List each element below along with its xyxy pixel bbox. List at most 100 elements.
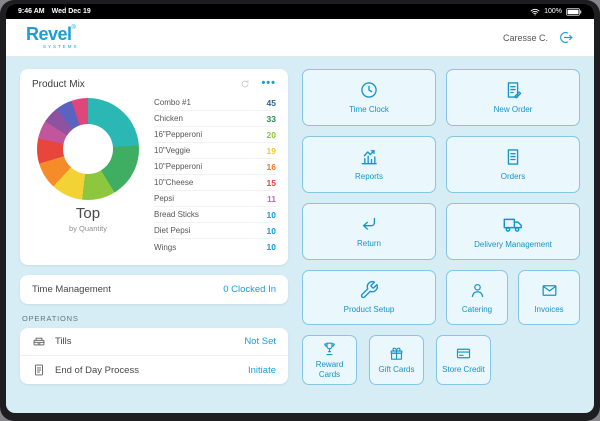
item-value: 16 <box>266 161 276 172</box>
wifi-icon <box>530 7 540 17</box>
product-mix-list: Combo #1 45 Chicken 33 16"Pepperoni 20 10"V… <box>154 95 276 255</box>
item-label: Diet Pepsi <box>154 226 191 235</box>
invoices-button[interactable]: Invoices <box>518 270 580 325</box>
product-mix-chart-area: Top by Quantity <box>28 95 148 255</box>
button-label: Catering <box>461 304 493 314</box>
registered-mark: ® <box>71 25 76 32</box>
list-item: 16"Pepperoni 20 <box>154 127 276 143</box>
item-label: Bread Sticks <box>154 210 199 219</box>
product-mix-body: Top by Quantity Combo #1 45 Chicken 33 16"… <box>20 93 288 265</box>
gift-icon <box>388 345 405 362</box>
battery-icon <box>566 7 582 16</box>
product-mix-card: Product Mix ••• Top by Quantity <box>20 69 288 265</box>
end-of-day-label: End of Day Process <box>55 364 139 376</box>
logout-icon[interactable] <box>557 29 574 46</box>
tills-action[interactable]: Not Set <box>244 336 276 347</box>
list-item: Pepsi 11 <box>154 191 276 207</box>
quick-actions-panel: Time Clock New Order Reports <box>302 69 580 401</box>
item-label: 10"Pepperoni <box>154 162 203 171</box>
orders-button[interactable]: Orders <box>446 136 580 193</box>
envelope-icon <box>540 281 559 300</box>
chart-center-title: Top <box>75 205 101 222</box>
credit-card-icon <box>455 345 472 362</box>
actions-row-2: Reports Orders <box>302 136 580 193</box>
actions-row-3: Return Delivery Management <box>302 203 580 260</box>
item-label: 10"Cheese <box>154 178 194 187</box>
end-of-day-row[interactable]: End of Day Process Initiate <box>20 356 288 384</box>
return-button[interactable]: Return <box>302 203 436 260</box>
list-item: Wings 10 <box>154 239 276 255</box>
list-item: Chicken 33 <box>154 111 276 127</box>
end-of-day-action[interactable]: Initiate <box>248 364 276 376</box>
actions-row-4: Product Setup Catering Invoices <box>302 270 580 325</box>
new-order-button[interactable]: New Order <box>446 69 580 126</box>
button-label: Orders <box>500 172 526 182</box>
app-header: Revel® SYSTEMS Caresse C. <box>6 19 594 57</box>
bar-chart-icon <box>359 147 379 167</box>
list-item: Diet Pepsi 10 <box>154 223 276 239</box>
more-options-icon[interactable]: ••• <box>261 77 276 90</box>
truck-icon <box>502 213 524 235</box>
operations-section-title: OPERATIONS <box>22 314 79 323</box>
item-label: Chicken <box>154 114 183 123</box>
actions-row-5: Reward Cards Gift Cards Store Credit <box>302 335 580 385</box>
document-icon <box>32 363 46 377</box>
list-item: 10"Pepperoni 16 <box>154 159 276 175</box>
delivery-management-button[interactable]: Delivery Management <box>446 203 580 260</box>
button-label: Store Credit <box>442 365 485 375</box>
tills-row[interactable]: Tills Not Set <box>20 328 288 356</box>
item-value: 33 <box>266 113 276 124</box>
button-label: Time Clock <box>349 105 389 115</box>
item-value: 15 <box>266 177 276 188</box>
status-datetime: 9:46 AM Wed Dec 19 <box>18 8 98 15</box>
item-value: 19 <box>266 145 276 156</box>
clocked-in-status: 0 Clocked In <box>223 284 276 295</box>
item-value: 11 <box>267 193 276 204</box>
header-user-area: Caresse C. <box>503 29 574 46</box>
list-item: Bread Sticks 10 <box>154 207 276 223</box>
item-label: 16"Pepperoni <box>154 130 203 139</box>
dashboard: Product Mix ••• Top by Quantity <box>6 57 594 413</box>
product-mix-donut <box>37 98 139 200</box>
wrench-icon <box>359 280 379 300</box>
button-label: Delivery Management <box>474 240 552 250</box>
left-panel: Product Mix ••• Top by Quantity <box>20 69 288 401</box>
product-mix-title: Product Mix <box>32 78 85 90</box>
button-label: Product Setup <box>343 305 395 315</box>
clock-icon <box>359 80 379 100</box>
receipt-pencil-icon <box>503 80 523 100</box>
reports-button[interactable]: Reports <box>302 136 436 193</box>
reward-cards-button[interactable]: Reward Cards <box>302 335 357 385</box>
time-management-title: Time Management <box>32 284 111 295</box>
battery-percent: 100% <box>544 8 562 15</box>
refresh-icon[interactable] <box>239 78 251 90</box>
actions-row-1: Time Clock New Order <box>302 69 580 126</box>
status-bar: 9:46 AM Wed Dec 19 100% <box>6 4 594 19</box>
status-time: 9:46 AM <box>18 8 45 15</box>
button-label: New Order <box>493 105 533 115</box>
user-name[interactable]: Caresse C. <box>502 32 548 43</box>
product-mix-header: Product Mix ••• <box>20 69 288 93</box>
item-value: 10 <box>266 209 276 220</box>
till-icon <box>32 335 46 349</box>
store-credit-button[interactable]: Store Credit <box>436 335 491 385</box>
item-value: 45 <box>266 97 276 108</box>
status-indicators: 100% <box>530 7 582 17</box>
button-label: Gift Cards <box>378 365 415 375</box>
gift-cards-button[interactable]: Gift Cards <box>369 335 424 385</box>
return-arrow-icon <box>359 214 379 234</box>
person-icon <box>468 281 487 300</box>
product-setup-button[interactable]: Product Setup <box>302 270 436 325</box>
button-label: Reward Cards <box>315 360 344 379</box>
receipt-icon <box>503 147 523 167</box>
item-label: 10"Veggie <box>154 146 191 155</box>
button-label: Invoices <box>534 304 564 314</box>
catering-button[interactable]: Catering <box>446 270 508 325</box>
item-label: Pepsi <box>154 194 175 203</box>
item-label: Combo #1 <box>154 98 191 107</box>
list-item: Combo #1 45 <box>154 95 276 111</box>
time-clock-button[interactable]: Time Clock <box>302 69 436 126</box>
list-item: 10"Cheese 15 <box>154 175 276 191</box>
item-value: 20 <box>266 129 276 140</box>
time-management-card[interactable]: Time Management 0 Clocked In <box>20 275 288 304</box>
